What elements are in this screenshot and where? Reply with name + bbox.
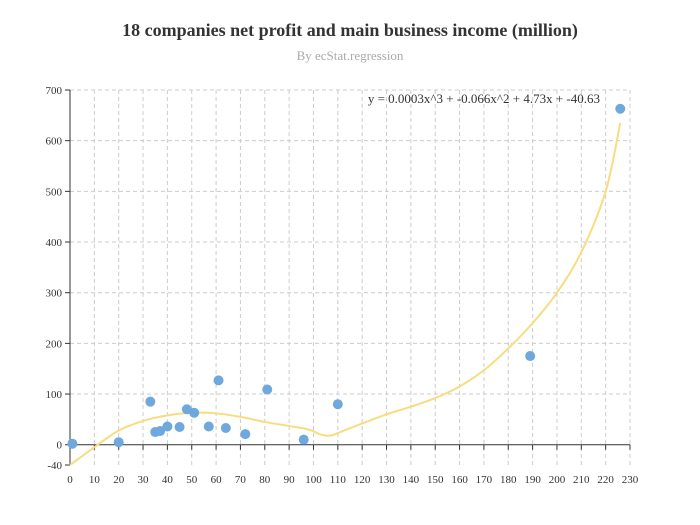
scatter-point[interactable] bbox=[203, 421, 214, 432]
x-tick-label: 50 bbox=[186, 474, 198, 486]
scatter-point[interactable] bbox=[189, 407, 200, 418]
y-tick-label: 300 bbox=[46, 288, 63, 300]
x-tick-label: 70 bbox=[235, 474, 247, 486]
axes: 0 10 20 30 40 50 60 70 80 90 100 110 120 130 140 150 160… bbox=[46, 85, 639, 486]
x-tick-label: 10 bbox=[89, 474, 101, 486]
x-tick-label: 110 bbox=[330, 474, 347, 486]
grid bbox=[70, 89, 631, 465]
scatter-point[interactable] bbox=[113, 437, 124, 448]
x-tick-label: 180 bbox=[500, 474, 517, 486]
x-tick-label: 140 bbox=[403, 474, 420, 486]
y-tick-label: 500 bbox=[46, 186, 63, 198]
x-tick-label: 30 bbox=[138, 474, 150, 486]
scatter-point[interactable] bbox=[162, 421, 173, 432]
y-tick-label: 600 bbox=[46, 136, 63, 148]
x-tick-label: 120 bbox=[354, 474, 371, 486]
x-tick-label: 220 bbox=[597, 474, 614, 486]
y-tick-label: 200 bbox=[46, 338, 63, 350]
regression-equation: y = 0.0003x^3 + -0.066x^2 + 4.73x + -40.… bbox=[368, 91, 600, 106]
scatter-point[interactable] bbox=[67, 438, 78, 449]
scatter-point[interactable] bbox=[298, 434, 309, 445]
x-tick-label: 100 bbox=[305, 474, 322, 486]
x-tick-label: 90 bbox=[284, 474, 296, 486]
x-tick-label: 80 bbox=[259, 474, 271, 486]
x-tick-label: 160 bbox=[451, 474, 468, 486]
x-tick-label: 210 bbox=[573, 474, 590, 486]
y-tick-label: 100 bbox=[46, 389, 63, 401]
scatter-point[interactable] bbox=[174, 421, 185, 432]
x-tick-label: 60 bbox=[211, 474, 223, 486]
x-tick-label: 190 bbox=[524, 474, 541, 486]
regression-curve bbox=[69, 122, 622, 466]
scatter-points bbox=[67, 103, 626, 449]
scatter-point[interactable] bbox=[332, 399, 343, 410]
x-tick-label: 150 bbox=[427, 474, 444, 486]
y-tick-label: 700 bbox=[46, 85, 63, 97]
scatter-point[interactable] bbox=[615, 103, 626, 114]
x-tick-label: 20 bbox=[113, 474, 125, 486]
scatter-point[interactable] bbox=[240, 429, 251, 440]
scatter-point[interactable] bbox=[213, 375, 224, 386]
chart-subtitle: By ecStat.regression bbox=[297, 48, 404, 63]
x-tick-label: 0 bbox=[67, 474, 73, 486]
x-tick-label: 40 bbox=[162, 474, 174, 486]
y-tick-label: 400 bbox=[46, 237, 63, 249]
y-tick-label: 0 bbox=[57, 440, 63, 452]
scatter-point[interactable] bbox=[220, 423, 231, 434]
x-tick-label: 200 bbox=[549, 474, 566, 486]
chart-title: 18 companies net profit and main busines… bbox=[122, 20, 578, 41]
x-tick-label: 130 bbox=[378, 474, 395, 486]
x-tick-label: 230 bbox=[622, 474, 639, 486]
scatter-point[interactable] bbox=[525, 351, 536, 362]
y-tick-label: -40 bbox=[47, 460, 62, 472]
regression-curve-layer bbox=[69, 122, 622, 466]
scatter-point[interactable] bbox=[155, 426, 166, 437]
scatter-point[interactable] bbox=[145, 396, 156, 407]
scatter-point[interactable] bbox=[262, 384, 273, 395]
x-tick-label: 170 bbox=[476, 474, 493, 486]
